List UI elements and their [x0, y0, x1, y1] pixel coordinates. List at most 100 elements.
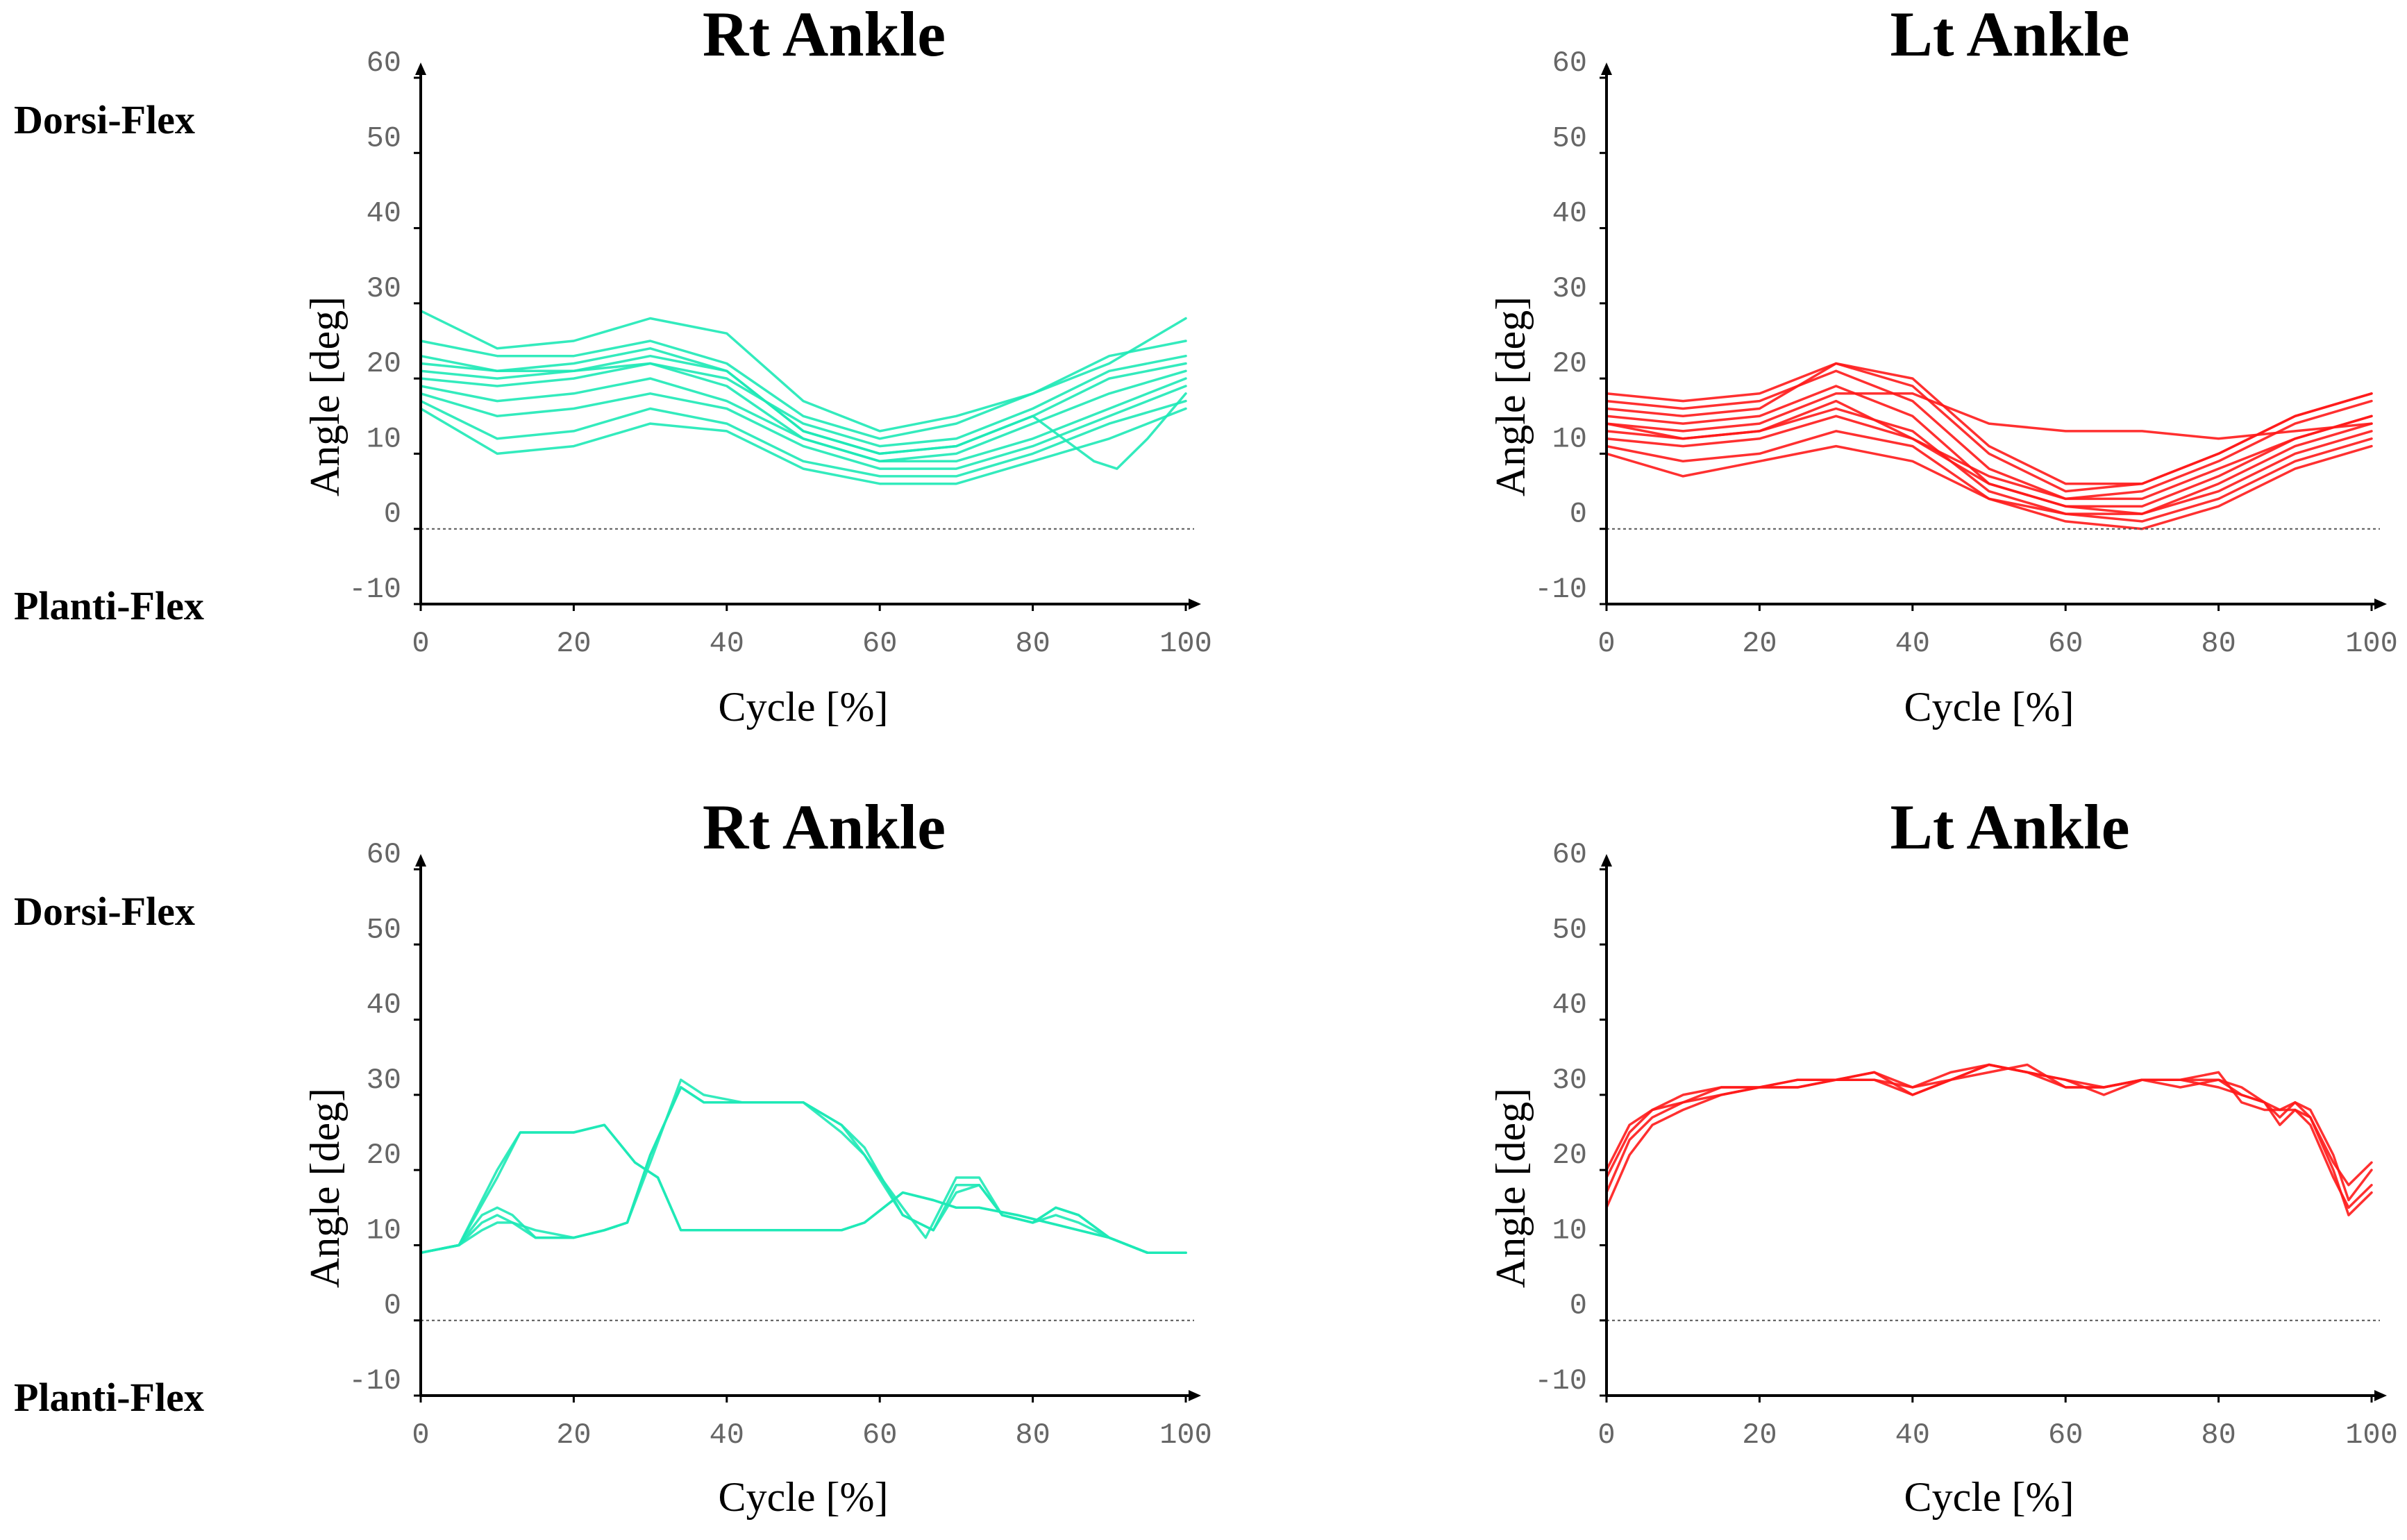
x-tick-label: 80 — [2201, 627, 2236, 660]
x-tick-label: 60 — [862, 627, 897, 660]
series-line-cycle-10 — [1605, 399, 2373, 515]
x-tick-label: 60 — [2048, 1418, 2083, 1452]
x-tick-label: 100 — [1159, 627, 1212, 660]
dorsi-flex-label: Dorsi-Flex — [14, 97, 195, 142]
x-tick-label: 80 — [1015, 1418, 1050, 1452]
y-tick-label: -10 — [1534, 573, 1587, 606]
x-tick-label: 0 — [412, 627, 429, 660]
y-tick-label: 60 — [1552, 838, 1587, 871]
series-group — [419, 309, 1187, 485]
x-axis-label: Cycle [%] — [719, 1474, 889, 1520]
x-axis-arrow — [2374, 1390, 2387, 1401]
y-tick-label: 40 — [367, 989, 401, 1022]
y-tick-label: 10 — [367, 422, 401, 455]
series-line-cycle-9 — [419, 407, 1187, 485]
x-tick-label: 20 — [556, 1418, 591, 1452]
series-line-cycle-4 — [419, 1078, 1187, 1255]
bottom-left-ankle-panel: Lt Ankle -10 0 10 20 30 40 50 60 0 20 40 60 80 100 Cycl… — [1488, 792, 2398, 1520]
y-tick-label: 30 — [367, 272, 401, 306]
y-tick-label: 60 — [367, 838, 401, 871]
y-tick-label: 50 — [367, 913, 401, 946]
series-line-cycle-5 — [419, 340, 1187, 440]
series-line-cycle-8 — [419, 377, 1187, 463]
y-tick-label: 10 — [1552, 422, 1587, 455]
x-tick-label: 60 — [862, 1418, 897, 1452]
x-tick-label: 40 — [1895, 1418, 1930, 1452]
series-line-cycle-2 — [419, 1123, 1187, 1255]
series-line-cycle-6 — [1605, 392, 2373, 440]
series-line-cycle-5 — [419, 1086, 1187, 1255]
series-group — [1605, 1063, 2373, 1216]
x-axis-label: Cycle [%] — [1904, 684, 2074, 730]
chart-title: Rt Ankle — [703, 792, 946, 862]
y-tick-label: 10 — [1552, 1214, 1587, 1247]
top-left-ankle-panel: Lt Ankle -10 0 10 20 30 40 50 60 0 20 40 60 80 100 Cycl… — [1488, 0, 2398, 730]
x-tick-label: 100 — [2345, 1418, 2398, 1452]
x-tick-label: 100 — [1159, 1418, 1212, 1452]
x-axis-arrow — [1189, 599, 1201, 610]
series-line-cycle-3 — [1605, 1063, 2373, 1202]
y-tick-label: 30 — [367, 1064, 401, 1097]
x-tick-label: 0 — [412, 1418, 429, 1452]
y-tick-label: 50 — [1552, 122, 1587, 155]
y-axis-arrow — [415, 854, 426, 867]
y-tick-label: 10 — [367, 1214, 401, 1247]
y-axis-arrow — [1601, 854, 1612, 867]
y-tick-label: 20 — [1552, 1139, 1587, 1172]
chart-title: Lt Ankle — [1890, 792, 2129, 862]
y-tick-label: 40 — [1552, 989, 1587, 1022]
x-axis-label: Cycle [%] — [1904, 1474, 2074, 1520]
x-axis-arrow — [2374, 599, 2387, 610]
y-tick-label: 20 — [1552, 347, 1587, 380]
series-line-cycle-4 — [1605, 1063, 2373, 1187]
y-tick-label: 40 — [1552, 197, 1587, 231]
x-tick-label: 0 — [1597, 627, 1615, 660]
dorsi-flex-label: Dorsi-Flex — [14, 889, 195, 934]
x-axis-arrow — [1189, 1390, 1201, 1401]
y-tick-label: 0 — [384, 498, 401, 531]
series-line-cycle-1 — [419, 1123, 1187, 1255]
y-tick-label: -10 — [349, 1364, 401, 1398]
y-tick-label: 0 — [1570, 498, 1587, 531]
series-line-cycle-8 — [1605, 437, 2373, 523]
x-tick-label: 20 — [1742, 1418, 1777, 1452]
planti-flex-label: Planti-Flex — [14, 583, 204, 628]
series-line-cycle-1 — [1605, 369, 2373, 501]
x-tick-label: 60 — [2048, 627, 2083, 660]
y-tick-label: 50 — [367, 122, 401, 155]
x-tick-label: 100 — [2345, 627, 2398, 660]
y-tick-label: 0 — [1570, 1289, 1587, 1323]
y-axis-label: Angle [deg] — [1488, 296, 1534, 496]
y-tick-label: 30 — [1552, 1064, 1587, 1097]
x-tick-label: 40 — [710, 1418, 744, 1452]
y-tick-label: 40 — [367, 197, 401, 231]
chart-title: Lt Ankle — [1890, 0, 2129, 69]
series-line-cycle-1 — [419, 354, 1187, 448]
chart-title: Rt Ankle — [703, 0, 946, 69]
y-tick-label: 50 — [1552, 913, 1587, 946]
x-tick-label: 40 — [1895, 627, 1930, 660]
y-tick-label: -10 — [1534, 1364, 1587, 1398]
x-axis-label: Cycle [%] — [719, 684, 889, 730]
series-group — [419, 1078, 1187, 1255]
x-tick-label: 80 — [2201, 1418, 2236, 1452]
bottom-right-ankle-panel: Rt Ankle Dorsi-Flex Planti-Flex -10 0 10 20 30 4… — [14, 792, 1212, 1520]
y-axis-arrow — [415, 62, 426, 75]
series-line-cycle-6 — [419, 309, 1187, 433]
y-axis-label: Angle [deg] — [1488, 1088, 1534, 1288]
top-right-ankle-panel: Rt Ankle Dorsi-Flex Planti-Flex -10 0 10 20 30 4… — [14, 0, 1212, 730]
series-line-cycle-7 — [1605, 415, 2373, 501]
y-tick-label: 0 — [384, 1289, 401, 1323]
y-axis-arrow — [1601, 62, 1612, 75]
x-tick-label: 20 — [1742, 627, 1777, 660]
x-tick-label: 40 — [710, 627, 744, 660]
y-tick-label: 30 — [1552, 272, 1587, 306]
series-line-cycle-4 — [419, 399, 1187, 478]
y-tick-label: -10 — [349, 573, 401, 606]
x-tick-label: 0 — [1597, 1418, 1615, 1452]
series-line-cycle-9 — [1605, 362, 2373, 485]
x-tick-label: 80 — [1015, 627, 1050, 660]
planti-flex-label: Planti-Flex — [14, 1375, 204, 1420]
x-tick-label: 20 — [556, 627, 591, 660]
